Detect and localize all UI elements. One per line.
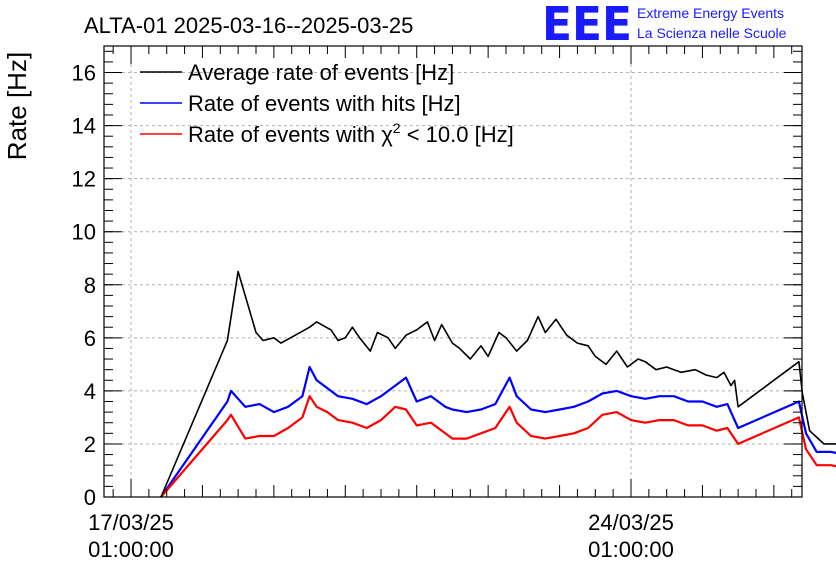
series-line-1	[160, 365, 836, 498]
x-tick-label-time: 01:00:00	[88, 537, 174, 562]
y-tick-label: 4	[84, 379, 96, 404]
series-line-0	[160, 270, 836, 498]
plot-series	[160, 270, 836, 498]
y-axis-label: Rate [Hz]	[2, 52, 32, 160]
eee-logo: EEE Extreme Energy Events La Scienza nel…	[542, 0, 787, 51]
x-tick-label-date: 24/03/25	[588, 510, 674, 535]
logo-line1: Extreme Energy Events	[637, 5, 784, 21]
axes-ticks: 024681012141617/03/2501:00:0024/03/2501:…	[72, 46, 802, 562]
legend: Average rate of events [Hz] Rate of even…	[140, 60, 514, 147]
y-tick-label: 16	[72, 61, 96, 86]
plot-frame	[103, 45, 803, 498]
logo-mark: EEE	[542, 0, 632, 51]
y-tick-label: 6	[84, 326, 96, 351]
logo-line2: La Scienza nelle Scuole	[637, 25, 787, 41]
grid-lines	[104, 46, 802, 497]
legend-label-average: Average rate of events [Hz]	[188, 60, 454, 85]
legend-label-hits: Rate of events with hits [Hz]	[188, 91, 461, 116]
y-tick-label: 12	[72, 167, 96, 192]
y-tick-label: 10	[72, 220, 96, 245]
chart-title: ALTA-01 2025-03-16--2025-03-25	[84, 13, 413, 38]
legend-label-chi2: Rate of events with χ2 < 10.0 [Hz]	[188, 120, 514, 147]
y-tick-label: 0	[84, 485, 96, 510]
series-line-2	[160, 395, 836, 498]
x-tick-label-date: 17/03/25	[88, 510, 174, 535]
x-tick-label-time: 01:00:00	[588, 537, 674, 562]
y-tick-label: 8	[84, 273, 96, 298]
y-tick-label: 14	[72, 114, 96, 139]
y-tick-label: 2	[84, 432, 96, 457]
